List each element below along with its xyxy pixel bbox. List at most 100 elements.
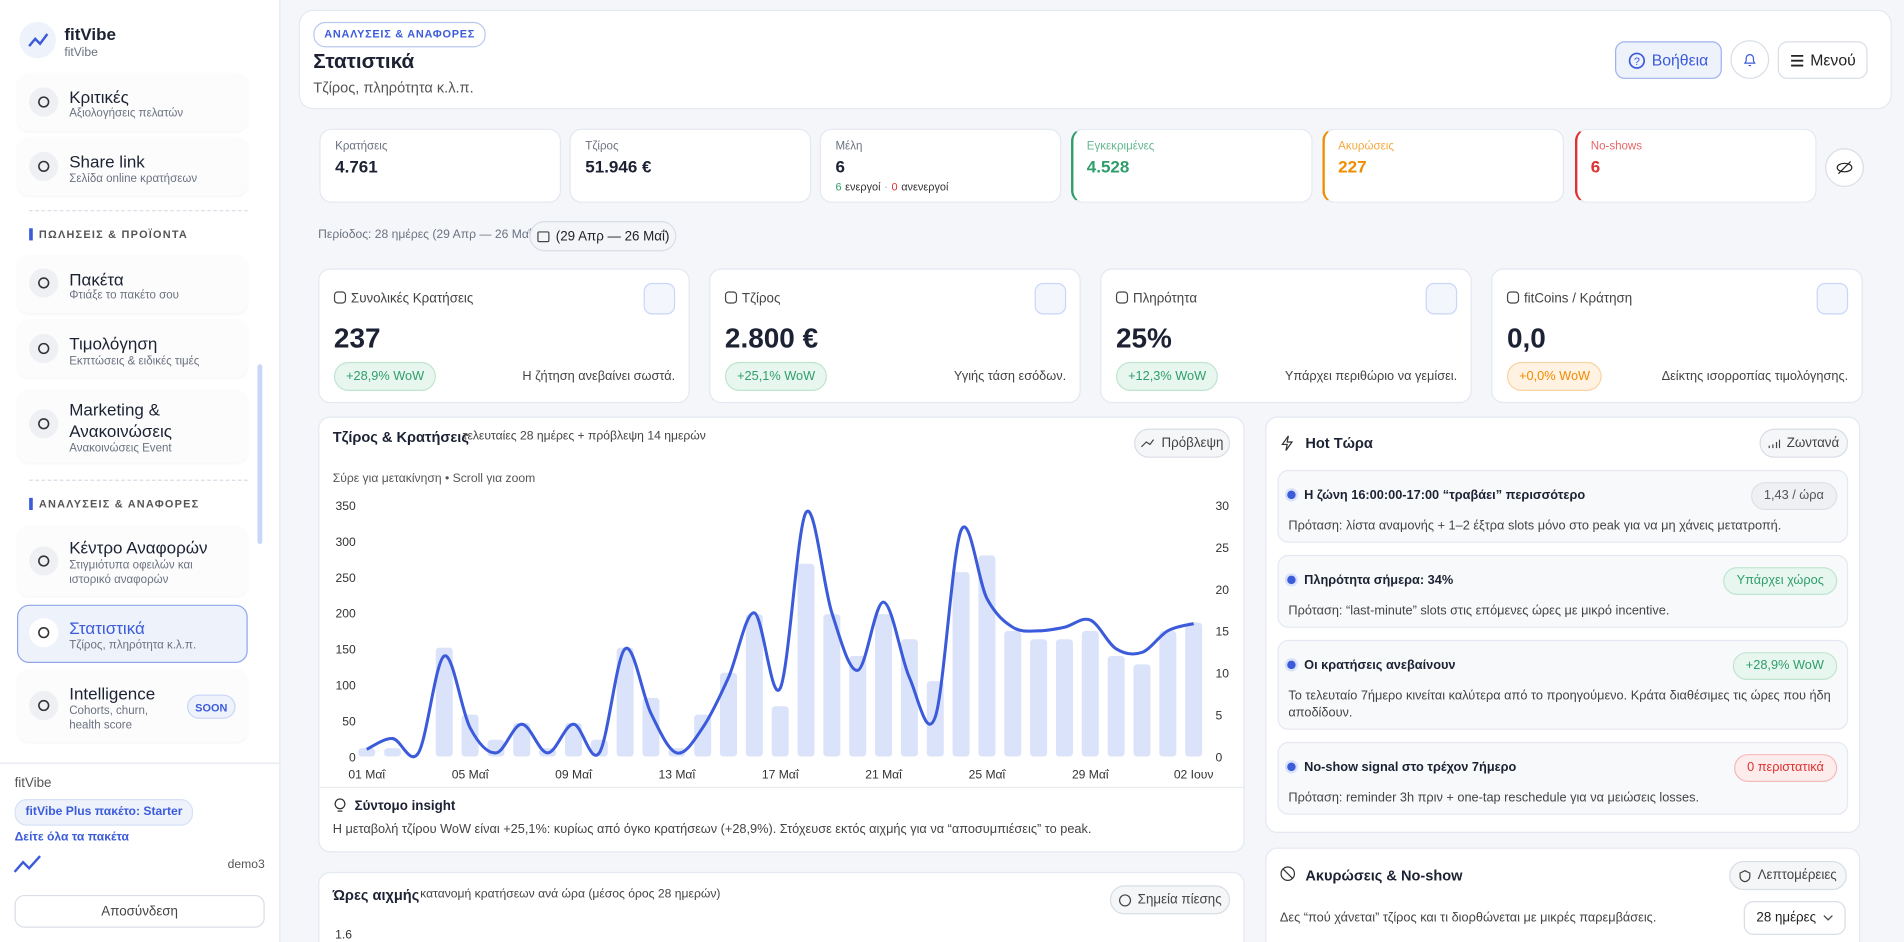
kpi-inactive: 0: [891, 180, 898, 194]
pressure-button[interactable]: Σημεία πίεσης: [1109, 885, 1231, 915]
y-tick-label: 200: [336, 607, 356, 621]
bar: [1133, 664, 1151, 757]
nav-icon: [29, 546, 59, 576]
stat-action[interactable]: [643, 282, 676, 315]
kpi-value: 6: [835, 156, 845, 177]
stat-badge: +28,9% WoW: [333, 361, 437, 392]
bar: [1030, 639, 1048, 757]
kpi-value: 51.946 €: [585, 156, 652, 177]
stat-badge: +25,1% WoW: [724, 361, 828, 392]
section-label: ΑΝΑΛΥΣΕΙΣ & ΑΝΑΦΟΡΕΣ: [29, 497, 199, 511]
bar: [1185, 622, 1203, 757]
packages-link[interactable]: Δείτε όλα τα πακέτα: [14, 830, 130, 844]
kpi-value: 6: [1590, 156, 1601, 177]
bolt-icon: [1280, 435, 1295, 458]
bar: [694, 714, 712, 757]
help-label: Βοήθεια: [1651, 51, 1709, 70]
stat-value: 25%: [1115, 321, 1172, 354]
nav-title: Κριτικές: [69, 87, 129, 107]
bar: [616, 647, 634, 757]
x-tick-label: 05 Μαΐ: [452, 767, 490, 781]
hot-item-title: Πληρότητα σήμερα: 34%: [1304, 573, 1454, 588]
nav-icon: [29, 618, 59, 648]
kpi-card: [1574, 128, 1817, 203]
bar: [1055, 639, 1073, 757]
kpi-value: 4.761: [335, 156, 378, 177]
kpi-sep: ·: [884, 180, 888, 194]
stat-label: Συνολικές Κρατήσεις: [350, 291, 474, 307]
nav-sub: Σελίδα online κρατήσεων: [69, 172, 198, 186]
bar: [720, 672, 738, 757]
logout-button[interactable]: Αποσύνδεση: [14, 894, 265, 928]
hot-pill: 0 περιστατικά: [1733, 754, 1838, 783]
period-label: (29 Απρ — 26 Μαΐ): [555, 228, 670, 244]
range-select[interactable]: 28 ημέρες: [1743, 901, 1846, 936]
nav-sub: Cohorts, churn, health score: [69, 704, 149, 733]
bar: [1081, 630, 1099, 757]
pressure-label: Σημεία πίεσης: [1137, 892, 1222, 908]
peak-title: Ώρες αιχμής: [332, 886, 420, 904]
kpi-card: [319, 128, 562, 203]
nav-title: Marketing & Ανακοινώσεις: [69, 399, 172, 441]
stat-action[interactable]: [1034, 282, 1067, 315]
stat-action[interactable]: [1425, 282, 1458, 315]
footer-brand: fitVibe: [14, 775, 52, 791]
notifications-button[interactable]: [1730, 40, 1770, 79]
kpi-active: 6: [835, 180, 842, 194]
divider: [0, 762, 280, 764]
bar: [435, 647, 453, 757]
nav-sub: Τζίρος, πληρότητα κ.λ.π.: [69, 638, 197, 653]
hot-item-text: Το τελευταίο 7ήμερο κινείται καλύτερα απ…: [1288, 688, 1831, 721]
stat-action[interactable]: [1816, 282, 1849, 315]
nav-sub: Στιγμιότυπα οφειλών και ιστορικό αναφορώ…: [69, 558, 193, 587]
hot-item-title: No-show signal στο τρέχον 7ήμερο: [1304, 760, 1517, 775]
hot-dot: [1287, 575, 1296, 585]
stat-note: Η ζήτηση ανεβαίνει σωστά.: [522, 369, 676, 384]
stat-badge: +12,3% WoW: [1115, 361, 1219, 392]
hot-item-text: Πρόταση: “last-minute” slots στις επόμεν…: [1288, 603, 1670, 619]
kpi-card: [819, 128, 1062, 203]
hot-pill: +28,9% WoW: [1732, 652, 1838, 681]
y2-tick-label: 20: [1216, 583, 1230, 597]
forecast-button[interactable]: Πρόβλεψη: [1134, 428, 1231, 458]
bar: [771, 706, 789, 757]
nav-title: Στατιστικά: [69, 618, 145, 638]
hot-pill: Υπάρχει χώρος: [1723, 567, 1838, 596]
footer-logo: [12, 852, 44, 882]
kpi-label: Ακυρώσεις: [1338, 139, 1394, 154]
y2-tick-label: 30: [1216, 499, 1230, 513]
hot-item-text: Πρόταση: reminder 3h πριν + one-tap resc…: [1288, 790, 1700, 806]
brand-sub: fitVibe: [64, 46, 98, 60]
help-button[interactable]: ? Βοήθεια: [1615, 41, 1722, 79]
forecast-label: Πρόβλεψη: [1161, 435, 1224, 451]
y-tick-label: 100: [336, 679, 356, 693]
period-button[interactable]: (29 Απρ — 26 Μαΐ): [529, 221, 677, 252]
kpi-members: 6 ενεργοί · 0 ανενεργοί: [835, 181, 948, 193]
menu-button[interactable]: Μενού: [1777, 41, 1868, 79]
y2-tick-label: 10: [1216, 667, 1230, 681]
live-label: Ζωντανά: [1786, 435, 1840, 451]
plan-badge: fitVibe Plus πακέτο: Starter: [14, 799, 194, 826]
bar: [358, 748, 376, 757]
hot-dot: [1287, 490, 1296, 500]
bar: [823, 614, 841, 757]
kpi-card: [1322, 128, 1565, 203]
nav-sub: Εκπτώσεις & ειδικές τιμές: [69, 354, 200, 368]
live-button[interactable]: Ζωντανά: [1759, 428, 1849, 458]
kpi-label: Κρατήσεις: [335, 139, 388, 154]
x-tick-label: 13 Μαΐ: [658, 767, 696, 781]
y-tick-label: 0: [349, 750, 356, 764]
details-button[interactable]: Λεπτομέρειες: [1729, 860, 1847, 891]
hide-button[interactable]: [1825, 148, 1864, 188]
x-tick-label: 01 Μαΐ: [348, 767, 386, 781]
y-tick-label: 150: [336, 643, 356, 657]
bar: [513, 722, 531, 757]
y-tick-label: 250: [336, 571, 356, 585]
nav-icon: [29, 409, 59, 439]
scrollbar: [257, 364, 263, 545]
nav-icon: [29, 690, 59, 721]
bar: [797, 563, 815, 757]
svg-text:?: ?: [1634, 55, 1640, 67]
bulb-icon: [333, 798, 348, 821]
